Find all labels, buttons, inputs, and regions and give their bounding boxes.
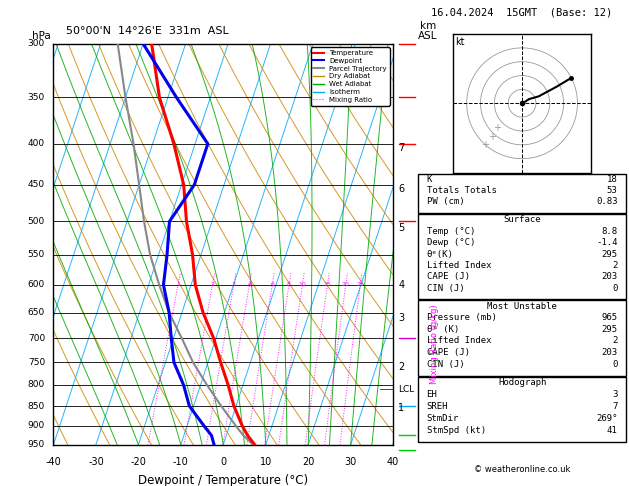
- Text: 0.83: 0.83: [596, 197, 618, 207]
- Text: 0: 0: [220, 457, 226, 467]
- Text: 15: 15: [323, 282, 331, 287]
- Text: 10: 10: [260, 457, 272, 467]
- Text: 20: 20: [302, 457, 314, 467]
- Text: -20: -20: [130, 457, 147, 467]
- Text: 1: 1: [176, 282, 180, 287]
- Text: CIN (J): CIN (J): [426, 360, 464, 368]
- Text: StmDir: StmDir: [426, 414, 459, 423]
- Text: Mixing Ratio (g/kg): Mixing Ratio (g/kg): [430, 305, 438, 384]
- Text: Most Unstable: Most Unstable: [487, 302, 557, 311]
- Text: 3: 3: [612, 390, 618, 399]
- Text: 7: 7: [612, 402, 618, 411]
- Text: 2: 2: [612, 336, 618, 346]
- Text: 0: 0: [612, 360, 618, 368]
- Text: 25: 25: [357, 282, 364, 287]
- Text: Totals Totals: Totals Totals: [426, 186, 496, 195]
- Text: 16.04.2024  15GMT  (Base: 12): 16.04.2024 15GMT (Base: 12): [431, 7, 613, 17]
- Text: 3: 3: [231, 282, 236, 287]
- Text: 500: 500: [28, 217, 45, 226]
- Text: 269°: 269°: [596, 414, 618, 423]
- Text: 6: 6: [270, 282, 274, 287]
- Text: 950: 950: [28, 440, 45, 449]
- Text: 6: 6: [398, 184, 404, 193]
- Text: 700: 700: [28, 334, 45, 343]
- Text: © weatheronline.co.uk: © weatheronline.co.uk: [474, 465, 571, 474]
- Text: 50°00'N  14°26'E  331m  ASL: 50°00'N 14°26'E 331m ASL: [66, 26, 229, 36]
- Text: 1: 1: [398, 403, 404, 413]
- Text: 53: 53: [607, 186, 618, 195]
- Legend: Temperature, Dewpoint, Parcel Trajectory, Dry Adiabat, Wet Adiabat, Isotherm, Mi: Temperature, Dewpoint, Parcel Trajectory…: [311, 47, 389, 105]
- Text: 350: 350: [28, 93, 45, 102]
- Text: θᵉ(K): θᵉ(K): [426, 249, 454, 259]
- Text: Dewp (°C): Dewp (°C): [426, 238, 475, 247]
- Text: 20: 20: [342, 282, 350, 287]
- Text: 450: 450: [28, 180, 45, 189]
- Text: K: K: [426, 174, 432, 184]
- Text: 40: 40: [387, 457, 399, 467]
- Text: 203: 203: [601, 348, 618, 357]
- Text: 600: 600: [28, 280, 45, 289]
- Text: 2: 2: [211, 282, 214, 287]
- Text: -10: -10: [173, 457, 189, 467]
- Text: -30: -30: [88, 457, 104, 467]
- Text: SREH: SREH: [426, 402, 448, 411]
- Text: +: +: [481, 140, 489, 150]
- Text: Lifted Index: Lifted Index: [426, 336, 491, 346]
- Text: -1.4: -1.4: [596, 238, 618, 247]
- Text: hPa: hPa: [31, 31, 50, 41]
- Text: km
ASL: km ASL: [418, 21, 438, 41]
- Text: +: +: [487, 132, 496, 141]
- Text: Lifted Index: Lifted Index: [426, 261, 491, 270]
- Text: 850: 850: [28, 401, 45, 411]
- Text: EH: EH: [426, 390, 437, 399]
- Text: 2: 2: [398, 362, 404, 372]
- Text: 7: 7: [398, 143, 404, 153]
- Text: CAPE (J): CAPE (J): [426, 348, 470, 357]
- Text: 900: 900: [28, 421, 45, 431]
- Text: 0: 0: [612, 283, 618, 293]
- Text: Temp (°C): Temp (°C): [426, 227, 475, 236]
- Text: 8: 8: [287, 282, 291, 287]
- Text: 800: 800: [28, 381, 45, 389]
- Text: Pressure (mb): Pressure (mb): [426, 313, 496, 322]
- Text: 203: 203: [601, 272, 618, 281]
- Text: 295: 295: [601, 325, 618, 334]
- Text: CIN (J): CIN (J): [426, 283, 464, 293]
- Text: 30: 30: [345, 457, 357, 467]
- Text: θᵉ (K): θᵉ (K): [426, 325, 459, 334]
- Text: 4: 4: [247, 282, 252, 287]
- Text: 18: 18: [607, 174, 618, 184]
- Text: 750: 750: [28, 358, 45, 367]
- Text: CAPE (J): CAPE (J): [426, 272, 470, 281]
- Text: 5: 5: [398, 223, 404, 233]
- Text: LCL: LCL: [398, 385, 415, 394]
- Text: 295: 295: [601, 249, 618, 259]
- Text: kt: kt: [455, 37, 465, 47]
- Text: 300: 300: [28, 39, 45, 48]
- Text: 10: 10: [299, 282, 306, 287]
- Text: 2: 2: [612, 261, 618, 270]
- Text: PW (cm): PW (cm): [426, 197, 464, 207]
- Text: 400: 400: [28, 139, 45, 148]
- Text: 965: 965: [601, 313, 618, 322]
- Text: 8.8: 8.8: [601, 227, 618, 236]
- Text: 3: 3: [398, 313, 404, 323]
- Text: 650: 650: [28, 308, 45, 317]
- Text: +: +: [493, 123, 501, 133]
- Text: Hodograph: Hodograph: [498, 378, 546, 387]
- Text: Surface: Surface: [503, 215, 541, 225]
- Text: -40: -40: [45, 457, 62, 467]
- Text: 4: 4: [398, 280, 404, 290]
- Text: 41: 41: [607, 426, 618, 435]
- Text: StmSpd (kt): StmSpd (kt): [426, 426, 486, 435]
- Text: 550: 550: [28, 250, 45, 259]
- Text: Dewpoint / Temperature (°C): Dewpoint / Temperature (°C): [138, 474, 308, 486]
